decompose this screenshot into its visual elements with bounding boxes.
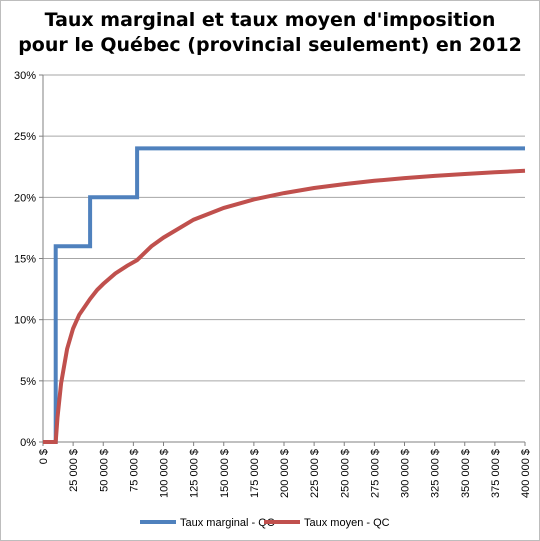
legend-label-1: Taux moyen - QC xyxy=(304,517,390,529)
y-tick-label: 20% xyxy=(14,192,36,204)
x-tick-label: 300 000 $ xyxy=(400,449,412,498)
x-tick-label: 175 000 $ xyxy=(249,449,261,498)
x-tick-label: 200 000 $ xyxy=(279,449,291,498)
y-tick-label: 0% xyxy=(20,437,36,449)
x-tick-label: 0 $ xyxy=(38,449,50,464)
chart-title-line-1: Taux marginal et taux moyen d'imposition xyxy=(44,9,496,31)
plot-area xyxy=(43,146,526,444)
chart-title-line-2: pour le Québec (provincial seulement) en… xyxy=(18,34,522,56)
x-tick-label: 75 000 $ xyxy=(128,449,140,492)
x-tick-label: 50 000 $ xyxy=(98,449,110,492)
y-axis-tick-labels: 0% 5% 10% 15% 20% 25% 30% xyxy=(14,70,36,449)
series-line-taux-marginal xyxy=(43,146,525,444)
y-tick-label: 15% xyxy=(14,254,36,266)
x-axis-tick-labels: 0 $ 25 000 $ 50 000 $ 75 000 $ 100 000 $ 125 … xyxy=(38,449,532,498)
x-tick-label: 150 000 $ xyxy=(219,449,231,498)
x-tick-label: 100 000 $ xyxy=(159,449,171,498)
x-tick-label: 325 000 $ xyxy=(430,449,442,498)
x-tick-label: 225 000 $ xyxy=(309,449,321,498)
legend: Taux marginal - QC Taux moyen - QC xyxy=(140,517,390,529)
x-tick-label: 375 000 $ xyxy=(490,449,502,498)
chart-title: Taux marginal et taux moyen d'imposition… xyxy=(0,8,540,58)
y-tick-label: 10% xyxy=(14,315,36,327)
x-tick-label: 125 000 $ xyxy=(189,449,201,498)
x-tick-label: 400 000 $ xyxy=(520,449,532,498)
gridlines xyxy=(43,74,525,382)
legend-label-0: Taux marginal - QC xyxy=(180,517,275,529)
x-tick-label: 25 000 $ xyxy=(68,449,80,492)
x-tick-label: 275 000 $ xyxy=(369,449,381,498)
x-tick-label: 250 000 $ xyxy=(339,449,351,498)
x-tick-label: 350 000 $ xyxy=(460,449,472,498)
y-tick-label: 30% xyxy=(14,70,36,82)
y-tick-label: 5% xyxy=(20,376,36,388)
axes xyxy=(39,74,526,446)
series-line-taux-moyen xyxy=(43,168,526,444)
y-tick-label: 25% xyxy=(14,131,36,143)
